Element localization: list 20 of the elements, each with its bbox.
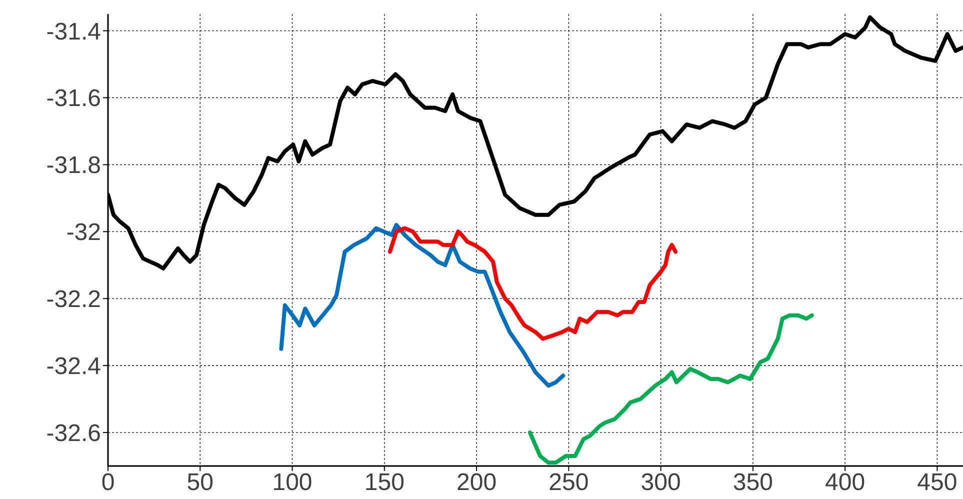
x-tick-label: 200 bbox=[456, 469, 497, 496]
y-tick-label: -31.4 bbox=[46, 18, 101, 46]
x-tick-label: 450 bbox=[917, 469, 958, 496]
x-tick-label: 250 bbox=[548, 469, 589, 496]
y-tick-label: -32 bbox=[66, 219, 101, 246]
x-tick-label: 100 bbox=[272, 469, 312, 496]
y-tick-label: -31.8 bbox=[46, 152, 101, 180]
line-series bbox=[388, 226, 678, 341]
x-tick-label: 0 bbox=[101, 469, 115, 496]
y-tick-label: -31.6 bbox=[46, 85, 101, 112]
x-tick-label: 150 bbox=[364, 469, 404, 496]
y-tick-label: -32.2 bbox=[46, 286, 101, 314]
x-tick-label: 300 bbox=[640, 469, 681, 496]
x-tick-label: 400 bbox=[825, 469, 866, 496]
line-series bbox=[528, 313, 814, 465]
x-tick-label: 50 bbox=[186, 469, 214, 496]
y-tick-label: -32.4 bbox=[46, 353, 101, 380]
y-tick-label: -32.6 bbox=[46, 420, 101, 448]
line-series bbox=[279, 222, 566, 388]
x-tick-label: 350 bbox=[732, 469, 773, 496]
